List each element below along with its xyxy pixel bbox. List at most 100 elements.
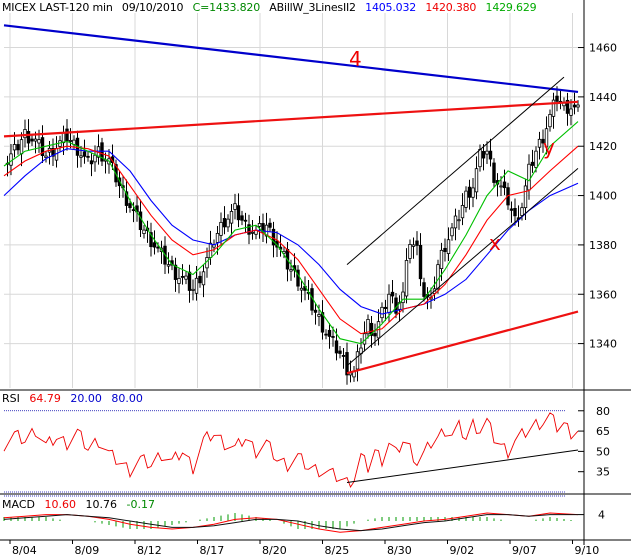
candle-body [453, 215, 458, 229]
candle-body [61, 132, 66, 144]
time-tick-label: 8/20 [262, 544, 287, 557]
candle-body [422, 282, 426, 297]
date-label: 09/10/2010 [121, 1, 184, 14]
candle-body [411, 244, 416, 247]
candle-body [334, 340, 339, 354]
rsi-tick-label: 65 [596, 425, 610, 438]
macd-line [3, 512, 579, 533]
candle-body [184, 275, 188, 280]
candle-body [268, 222, 272, 228]
axes: 1340 1360 1380 1400 1420 1440 1460 8/04 8/09 8/12… [9, 42, 617, 557]
candle-body [537, 138, 542, 148]
candle-body [82, 151, 87, 157]
price-tick-label: 1460 [589, 42, 617, 55]
candle-body [464, 190, 468, 208]
candle-body [128, 203, 132, 209]
candle-body [436, 264, 440, 290]
candle-body [33, 138, 38, 142]
candle-body [142, 229, 146, 234]
candle-body [194, 277, 199, 294]
candle-body [457, 219, 461, 222]
candle-body [79, 155, 83, 158]
close-label: C=1433.820 [192, 1, 261, 14]
candle-body [331, 336, 335, 338]
candle-body [460, 205, 465, 219]
candle-body [572, 104, 577, 108]
candle-body [51, 147, 55, 157]
candle-body [513, 207, 517, 217]
candle-body [37, 139, 41, 144]
candle-body [201, 271, 206, 286]
candle-body [12, 144, 17, 151]
candle-body [355, 351, 360, 370]
macd-signal-line [3, 514, 578, 532]
candle-body [478, 149, 482, 168]
trend-line-line4 [3, 24, 579, 94]
candle-body [191, 288, 195, 291]
rsi-trend-line [346, 449, 579, 484]
candle-body [523, 185, 528, 209]
candle-body [226, 218, 230, 228]
candle-body [443, 247, 447, 252]
time-tick-label: 9/02 [450, 544, 475, 557]
candle-body [387, 293, 391, 313]
candle-body [446, 239, 451, 254]
ma1-value: 1405.032 [365, 1, 417, 14]
time-tick-label: 8/17 [200, 544, 225, 557]
trend-line-channel-upper [346, 76, 565, 266]
candle-body [93, 154, 97, 163]
rsi-tick-label: 50 [596, 445, 610, 458]
rsi-lower: 20.00 [70, 392, 102, 405]
candle-body [551, 99, 556, 117]
candle-body [555, 95, 559, 102]
moving-average-line [3, 121, 579, 345]
candle-body [450, 227, 454, 237]
candle-body [439, 249, 444, 269]
candle-body [219, 221, 223, 236]
candle-body [415, 240, 419, 246]
trend-line-channel-lower [346, 168, 579, 367]
candle-body [313, 309, 318, 313]
candle-body [502, 181, 507, 189]
candle-body [152, 242, 157, 248]
candle-body [149, 232, 153, 248]
moving-averages [3, 121, 579, 345]
candle-body [324, 333, 328, 336]
candle-body [236, 205, 241, 221]
candle-body [474, 168, 479, 193]
candle-body [156, 246, 160, 249]
candle-body [138, 211, 143, 231]
wave-4-label: 4 [349, 47, 362, 71]
candle-body [299, 287, 304, 291]
rsi-tick-label: 80 [596, 405, 610, 418]
candle-body [9, 153, 13, 166]
candle-body [198, 275, 202, 284]
candle-body [373, 333, 377, 337]
candle-body [499, 185, 503, 188]
candle-body [341, 355, 346, 357]
price-tick-label: 1420 [589, 140, 617, 153]
candle-body [19, 139, 24, 155]
candle-body [366, 319, 370, 335]
candle-body [520, 207, 524, 216]
panel-frames [0, 0, 631, 545]
candle-body [289, 269, 293, 272]
time-tick-label: 8/30 [387, 544, 412, 557]
candle-body [86, 155, 90, 158]
candle-body [131, 209, 136, 212]
trend-line-red-upper [3, 100, 579, 138]
wave-y-label: y [543, 135, 555, 159]
candle-body [485, 150, 489, 155]
time-tick-label: 8/12 [137, 544, 162, 557]
candle-body [166, 264, 171, 267]
candle-body [100, 142, 104, 162]
price-header: MICEX LAST-120 min 09/10/2010 C=1433.820… [2, 1, 542, 14]
candle-body [257, 223, 262, 227]
candle-body [65, 128, 69, 142]
candle-body [509, 208, 514, 211]
moving-average-line [3, 148, 579, 315]
candle-body [541, 138, 545, 144]
candle-body [124, 191, 129, 206]
